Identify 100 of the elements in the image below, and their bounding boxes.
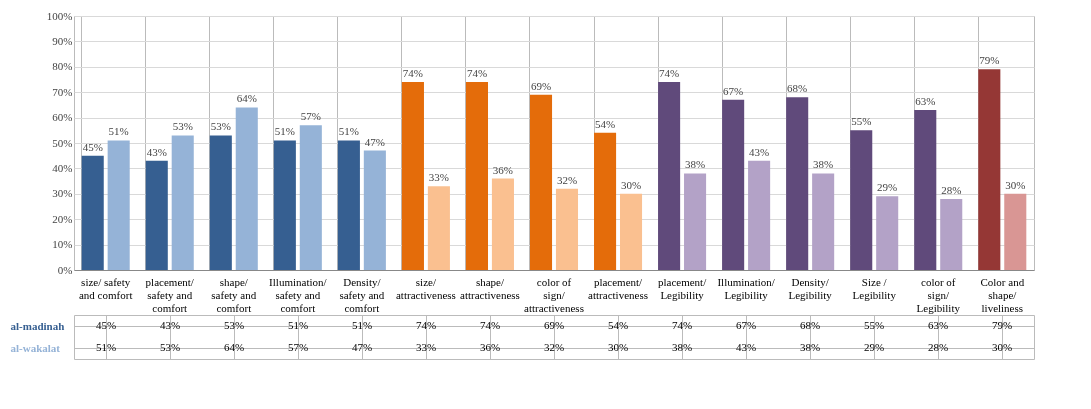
y-tick-label: 100% <box>46 9 73 22</box>
bar <box>684 173 707 270</box>
text: 43% <box>749 145 770 158</box>
text: 57% <box>300 110 321 123</box>
bar <box>81 155 104 270</box>
data-label: 68% <box>799 319 821 331</box>
data-label: 38% <box>671 341 693 353</box>
text: 33% <box>428 171 449 184</box>
bar <box>273 140 296 270</box>
x-tick-label: Illumination/ Legibility <box>717 275 776 301</box>
data-label: 36% <box>479 341 501 353</box>
bar <box>876 196 899 270</box>
x-tick-label: color of sign/ Legibility <box>916 275 961 314</box>
text: 67% <box>723 84 744 97</box>
x-tick-label: shape/ attractiveness <box>460 275 520 301</box>
data-label: 64% <box>223 341 245 353</box>
x-tick-label: shape/ safety and comfort <box>211 275 257 314</box>
data-label: 47% <box>351 341 373 353</box>
text: 38% <box>684 158 706 171</box>
bar <box>209 135 232 270</box>
bar <box>529 94 553 270</box>
text: 51% <box>338 125 359 138</box>
bar <box>978 69 1001 270</box>
bar <box>465 82 489 270</box>
text: 74% <box>466 67 488 80</box>
text: 30% <box>1005 178 1026 191</box>
x-tick-label: Illumination/ safety and comfort <box>269 275 328 314</box>
text: 63% <box>915 94 936 107</box>
text: al-wakalat <box>10 341 61 354</box>
bar <box>491 178 514 270</box>
text: 74% <box>402 67 424 80</box>
bar <box>171 135 194 270</box>
bar <box>145 160 168 270</box>
text: 68% <box>787 82 808 95</box>
bar <box>786 97 809 270</box>
bar <box>555 188 579 270</box>
data-label: 79% <box>991 319 1013 331</box>
data-label: 54% <box>607 319 629 331</box>
text: 28% <box>941 183 962 196</box>
data-label: 43% <box>159 319 181 331</box>
y-tick-label: 50% <box>52 136 73 149</box>
data-label: 53% <box>223 319 245 331</box>
data-label: 57% <box>287 341 309 353</box>
x-tick-label: Size / Legibility <box>852 275 897 301</box>
bar <box>594 132 617 270</box>
x-tick-label: Color and shape/ liveliness <box>980 275 1025 314</box>
data-label: 74% <box>479 319 501 331</box>
x-tick-label: placement/ Legibility <box>657 275 708 301</box>
text: 69% <box>530 79 552 92</box>
x-tick-label: placement/ attractiveness <box>588 275 648 301</box>
bar <box>850 130 873 270</box>
bar <box>619 193 643 270</box>
data-label: 53% <box>159 341 181 353</box>
bar <box>235 107 258 270</box>
bar <box>812 173 835 270</box>
bar <box>427 186 450 270</box>
data-label: 32% <box>543 341 565 353</box>
text: 53% <box>210 120 231 133</box>
x-tick-label: size/ safety and comfort <box>78 275 133 301</box>
text: 38% <box>813 158 834 171</box>
bar <box>337 140 360 270</box>
data-label: 45% <box>95 319 117 331</box>
bar <box>914 109 937 270</box>
y-tick-label: 80% <box>52 60 73 73</box>
text: 79% <box>979 54 1000 67</box>
data-label: 51% <box>287 319 309 331</box>
x-tick-label: color of sign/ attractiveness <box>524 275 584 314</box>
text: 36% <box>492 163 514 176</box>
x-tick-label: Density/ safety and comfort <box>339 275 385 314</box>
text: 51% <box>108 125 129 138</box>
bar <box>107 140 130 270</box>
data-label: 28% <box>927 341 949 353</box>
text: 74% <box>659 67 680 80</box>
text: 30% <box>620 178 642 191</box>
data-label: 33% <box>415 341 437 353</box>
text: 29% <box>877 181 898 194</box>
text: 47% <box>364 135 385 148</box>
data-label: 30% <box>607 341 629 353</box>
text: 64% <box>236 92 257 105</box>
y-tick-label: 90% <box>52 34 73 47</box>
data-label: 74% <box>671 319 693 331</box>
data-label: 30% <box>991 341 1013 353</box>
text: 55% <box>851 115 872 128</box>
text: 43% <box>146 145 167 158</box>
bar <box>658 82 681 270</box>
data-label: 29% <box>863 341 885 353</box>
bar <box>401 82 424 270</box>
data-label: 69% <box>543 319 565 331</box>
data-label: 63% <box>927 319 949 331</box>
bar <box>363 150 386 270</box>
data-label: 51% <box>351 319 373 331</box>
bar <box>299 125 322 270</box>
text: 45% <box>82 140 103 153</box>
data-label: 38% <box>799 341 821 353</box>
y-tick-label: 0% <box>57 263 73 276</box>
y-tick-label: 70% <box>52 85 73 98</box>
x-tick-label: placement/ safety and comfort <box>145 275 195 314</box>
y-tick-label: 20% <box>52 212 73 225</box>
text: 53% <box>172 120 193 133</box>
bar <box>722 99 745 270</box>
